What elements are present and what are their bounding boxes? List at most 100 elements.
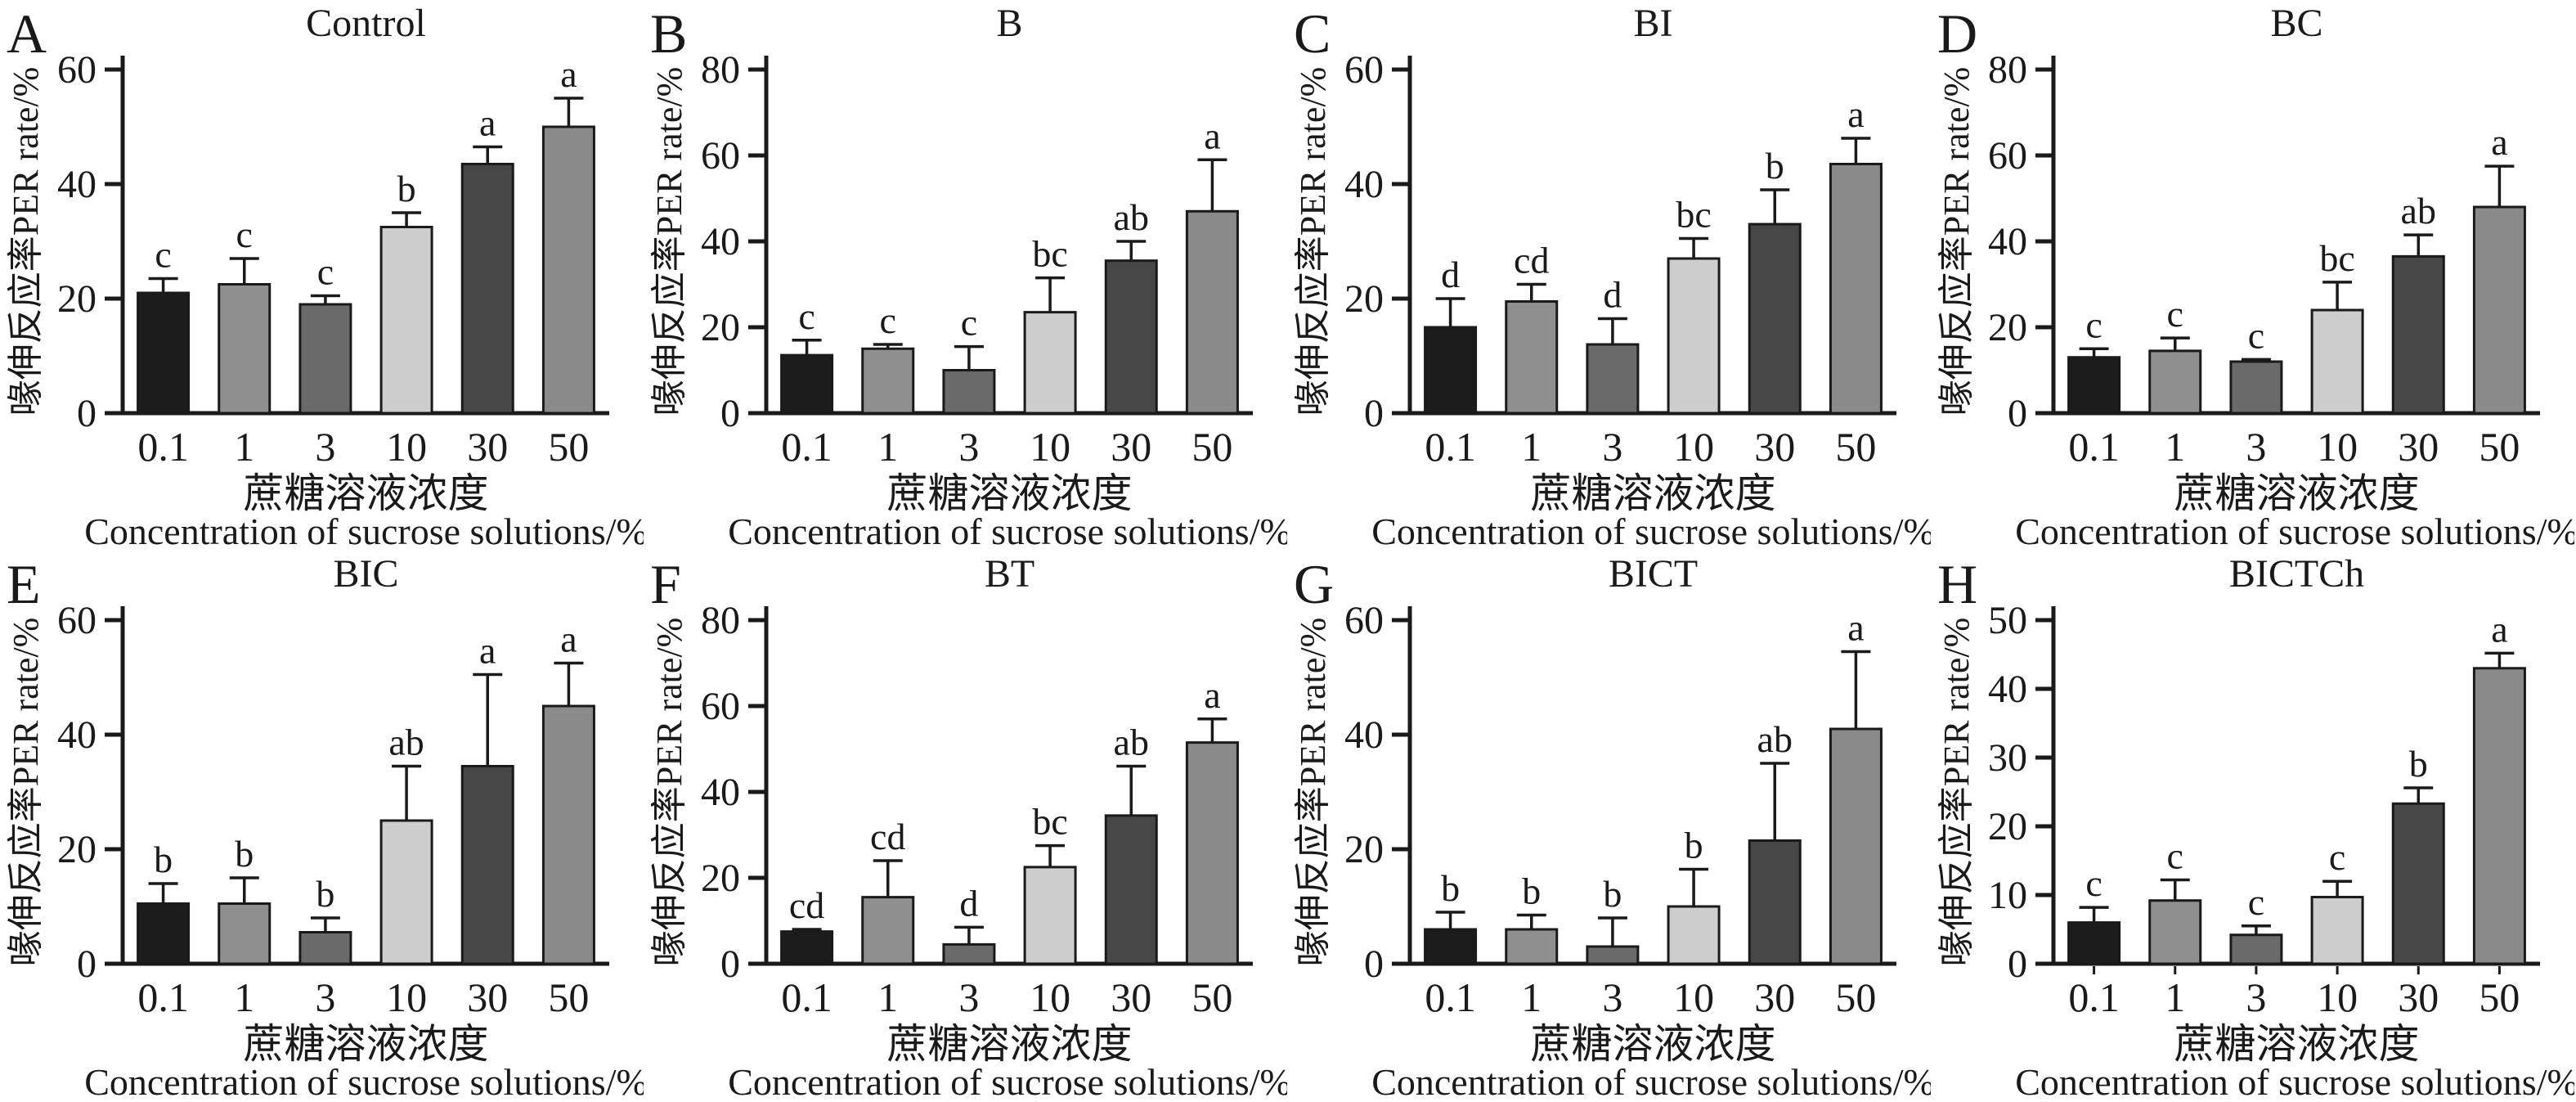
bar xyxy=(1748,223,1802,415)
sig-letter: c xyxy=(2167,835,2183,877)
x-tick-label: 3 xyxy=(2246,424,2266,470)
sig-letter: a xyxy=(560,53,577,95)
bar xyxy=(2148,899,2202,965)
x-tick-label: 10 xyxy=(1030,424,1070,470)
y-axis-label: 喙伸反应率PER rate/% xyxy=(1293,618,1333,967)
y-tick-label: 0 xyxy=(2008,392,2027,435)
panel-title: Control xyxy=(306,2,426,45)
y-tick-label: 0 xyxy=(1364,392,1384,435)
y-axis-label: 喙伸反应率PER rate/% xyxy=(649,67,689,416)
sig-letter: c xyxy=(2085,304,2102,345)
bar xyxy=(460,765,514,965)
sig-letter: d xyxy=(1441,254,1460,295)
panel-G-chart: G BICT 0 20 40 60 喙伸反应率PER rate/% b 0.1 b 1 b 3 b 10 ab… xyxy=(1293,552,1931,1101)
x-tick-label: 30 xyxy=(1754,424,1795,470)
bar xyxy=(942,942,996,965)
x-tick-label: 3 xyxy=(1602,974,1622,1020)
sig-letter: d xyxy=(959,882,978,924)
x-tick-label: 30 xyxy=(1111,974,1151,1020)
y-tick-label: 0 xyxy=(77,392,96,435)
sig-letter: ab xyxy=(388,722,424,763)
y-tick-label: 80 xyxy=(701,599,740,642)
bar xyxy=(942,369,996,415)
x-tick-label: 30 xyxy=(467,424,508,470)
panel-title: BIC xyxy=(333,552,398,596)
bar xyxy=(1829,727,1883,965)
bar xyxy=(1505,928,1559,965)
sig-letter: d xyxy=(1603,274,1622,316)
bar xyxy=(1505,300,1559,415)
sig-letter: a xyxy=(2491,608,2507,650)
y-tick-label: 80 xyxy=(701,48,740,92)
sig-letter: c xyxy=(236,214,253,255)
bar xyxy=(298,303,352,415)
x-tick-label: 10 xyxy=(1673,424,1714,470)
bar xyxy=(2391,802,2445,965)
bar xyxy=(2229,360,2283,415)
x-axis-label-en: Concentration of sucrose solutions/% xyxy=(84,1061,644,1101)
x-tick-label: 30 xyxy=(1754,974,1795,1020)
sig-letter: b xyxy=(1685,825,1703,866)
panel-letter: B xyxy=(650,2,687,65)
panel-letter: F xyxy=(650,553,681,615)
y-axis-label: 喙伸反应率PER rate/% xyxy=(6,618,46,967)
bar xyxy=(2310,308,2364,415)
sig-letter: b xyxy=(1441,867,1460,909)
sig-letter: b xyxy=(316,873,334,915)
x-tick-label: 0.1 xyxy=(1425,424,1476,470)
y-tick-label: 80 xyxy=(1988,48,2027,92)
bar xyxy=(1023,311,1077,415)
bar xyxy=(2472,205,2526,415)
sig-letter: ab xyxy=(1114,722,1149,763)
panel-D-chart: D BC 0 20 40 60 80 喙伸反应率PER rate/% c 0.1 c 1 c 3 bc 10 a… xyxy=(1936,2,2574,551)
panel-title: BICT xyxy=(1609,552,1698,596)
x-axis-label-en: Concentration of sucrose solutions/% xyxy=(728,511,1287,551)
x-tick-label: 10 xyxy=(386,424,427,470)
x-tick-label: 50 xyxy=(1835,974,1876,1020)
bar xyxy=(1023,866,1077,965)
x-tick-label: 10 xyxy=(1030,974,1070,1020)
y-tick-label: 20 xyxy=(1988,306,2027,349)
panel-title: BI xyxy=(1634,2,1673,45)
panel-title: B xyxy=(996,2,1022,45)
sig-letter: b xyxy=(397,168,416,209)
x-tick-label: 0.1 xyxy=(137,974,189,1020)
y-tick-label: 40 xyxy=(57,713,96,757)
sig-letter: a xyxy=(1204,674,1220,716)
x-tick-label: 1 xyxy=(877,424,898,470)
x-tick-label: 50 xyxy=(548,974,589,1020)
sig-letter: b xyxy=(154,839,173,880)
bar xyxy=(2310,896,2364,965)
y-tick-label: 20 xyxy=(701,306,740,349)
sig-letter: cd xyxy=(789,884,824,926)
sig-letter: c xyxy=(880,299,896,341)
sig-letter: bc xyxy=(1032,233,1067,275)
x-tick-label: 1 xyxy=(1521,424,1542,470)
y-tick-label: 20 xyxy=(1344,828,1384,871)
panel-E: E BIC 0 20 40 60 喙伸反应率PER rate/% b 0.1 b 1 b 3 ab 10 a 3… xyxy=(0,551,644,1101)
bar xyxy=(541,125,595,415)
x-tick-label: 0.1 xyxy=(137,424,189,470)
x-axis-label-cn: 蔗糖溶液浓度 xyxy=(887,470,1133,516)
sig-letter: c xyxy=(961,302,977,344)
x-axis-label-cn: 蔗糖溶液浓度 xyxy=(244,470,489,516)
bar xyxy=(218,283,272,415)
bar xyxy=(2067,356,2121,415)
y-tick-label: 40 xyxy=(1988,220,2027,263)
y-tick-label: 20 xyxy=(1344,277,1384,321)
x-axis-label-cn: 蔗糖溶液浓度 xyxy=(2174,1021,2420,1067)
panel-letter: D xyxy=(1937,2,1977,65)
x-tick-label: 50 xyxy=(1835,424,1876,470)
x-axis-label-en: Concentration of sucrose solutions/% xyxy=(1371,1061,1931,1101)
panel-letter: G xyxy=(1294,553,1334,615)
panel-title: BC xyxy=(2270,2,2322,45)
x-tick-label: 3 xyxy=(1602,424,1622,470)
bar xyxy=(780,353,834,415)
x-tick-label: 1 xyxy=(2165,424,2185,470)
x-axis-label-en: Concentration of sucrose solutions/% xyxy=(728,1061,1287,1101)
bar xyxy=(1586,343,1640,415)
bar xyxy=(1829,163,1883,415)
y-tick-label: 60 xyxy=(1344,48,1384,92)
bar xyxy=(2148,349,2202,415)
x-tick-label: 1 xyxy=(234,974,254,1020)
